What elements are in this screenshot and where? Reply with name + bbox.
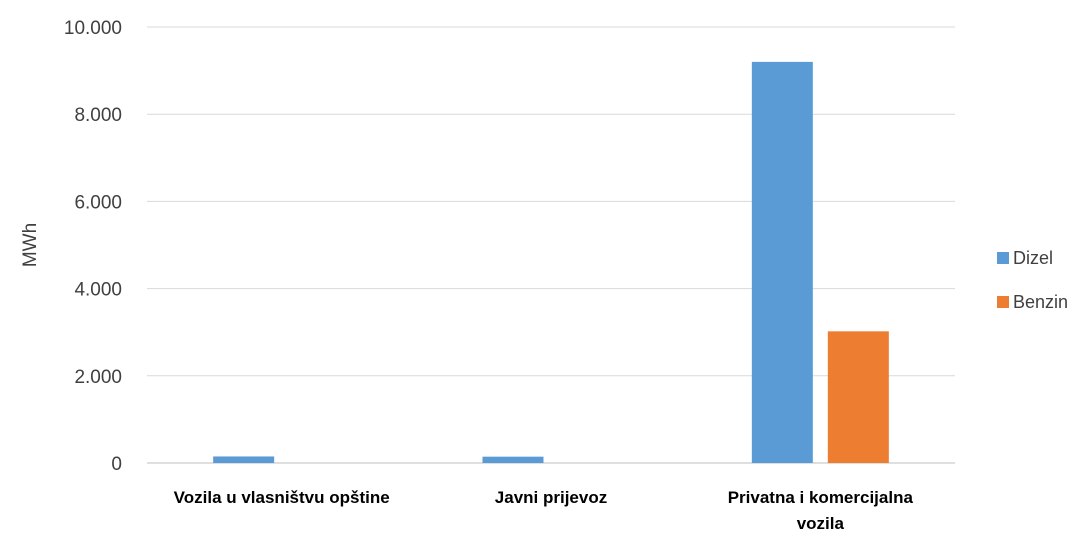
legend-label: Benzin <box>1013 292 1068 312</box>
y-tick-label: 0 <box>111 454 122 475</box>
y-axis-ticks: 0 2.000 4.000 6.000 8.000 10.000 <box>64 18 122 475</box>
category-label: vozila <box>797 514 845 533</box>
category-labels: Vozila u vlasništvu opštine Javni prijevo… <box>174 488 914 533</box>
bar-dizel-2 <box>751 61 813 463</box>
category-label: Javni prijevoz <box>495 488 607 507</box>
category-label: Vozila u vlasništvu opštine <box>174 488 390 507</box>
gridlines <box>147 26 955 464</box>
legend-label: Dizel <box>1013 248 1053 268</box>
y-tick-label: 10.000 <box>64 18 122 39</box>
legend-swatch-dizel <box>997 252 1009 264</box>
y-tick-label: 8.000 <box>74 105 122 126</box>
bar-dizel-1 <box>482 456 544 463</box>
bars <box>213 61 889 463</box>
bar-benzin-2 <box>827 331 889 463</box>
y-axis-label: MWh <box>20 223 41 267</box>
category-label: Privatna i komercijalna <box>728 488 914 507</box>
y-tick-label: 4.000 <box>74 280 122 301</box>
legend: Dizel Benzin <box>997 248 1068 312</box>
bar-dizel-0 <box>213 456 275 463</box>
y-tick-label: 2.000 <box>74 367 122 388</box>
legend-swatch-benzin <box>997 296 1009 308</box>
y-tick-label: 6.000 <box>74 192 122 213</box>
